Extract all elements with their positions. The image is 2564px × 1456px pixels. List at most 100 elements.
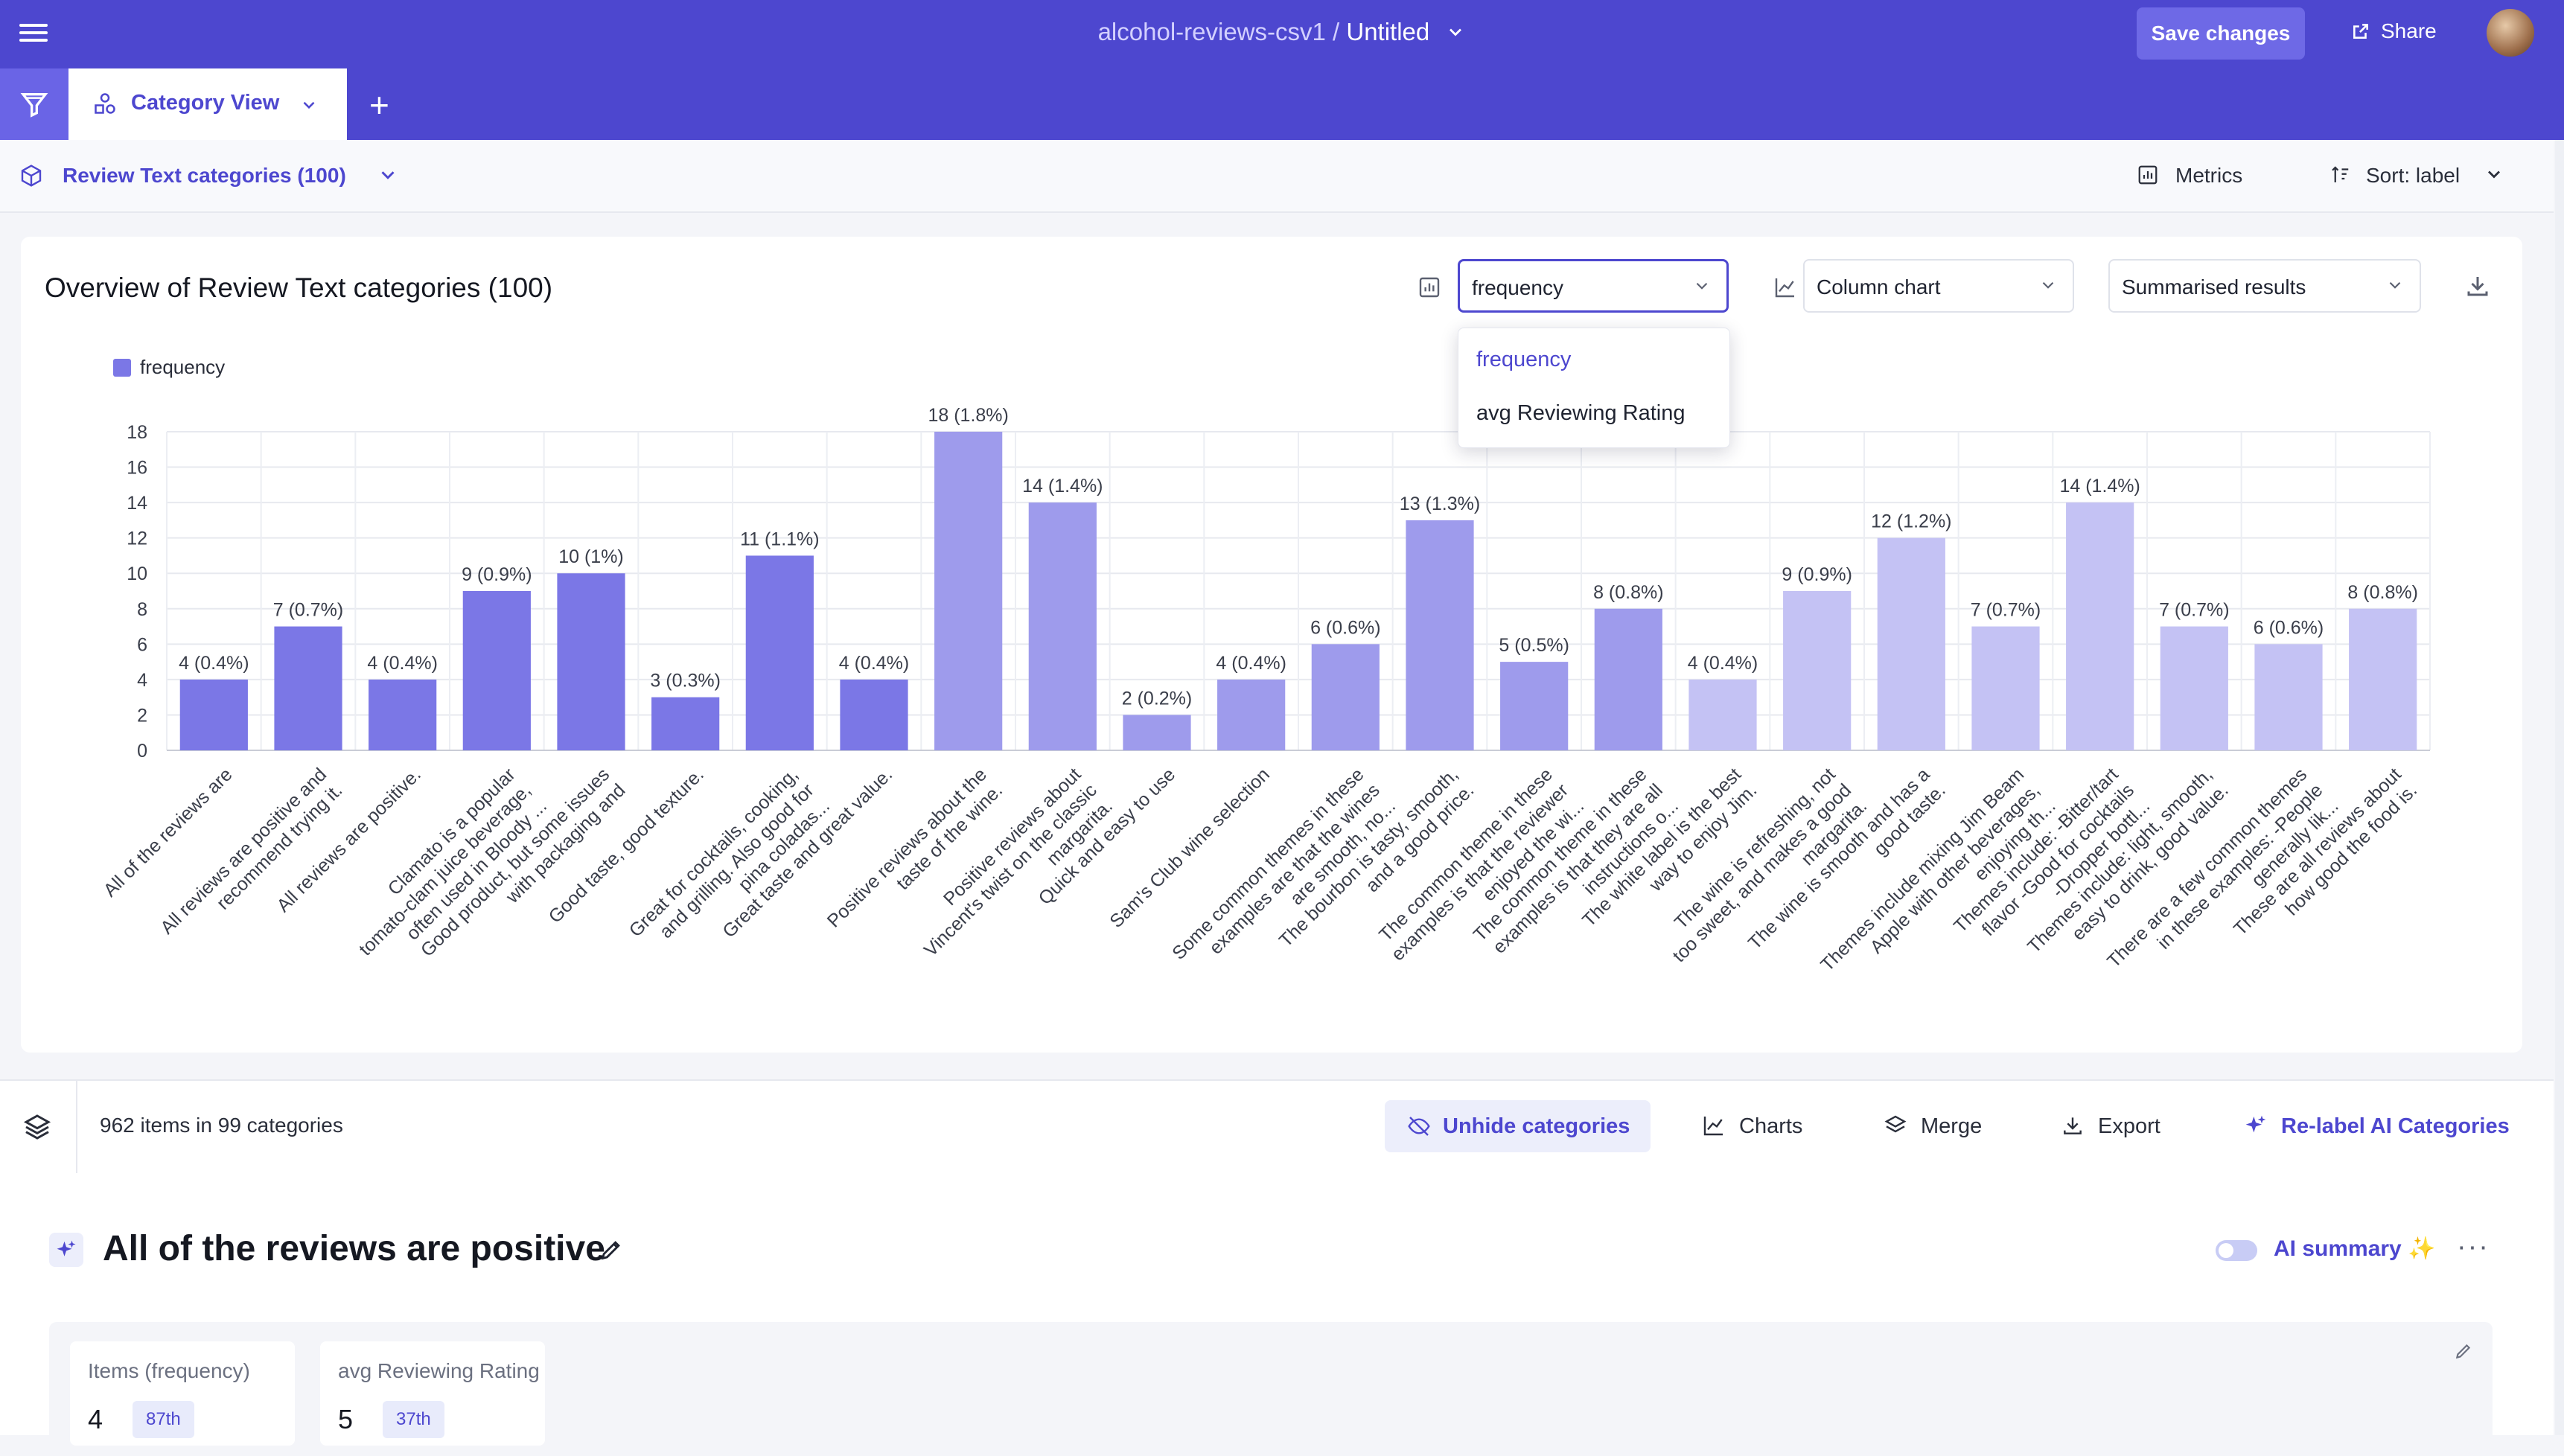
data-label: 14 (1.4%) [1022,476,1103,496]
bar [1594,608,1662,750]
bar [840,679,908,750]
metric-select[interactable]: frequency [1458,259,1729,313]
stat-card-frequency: Items (frequency) 4 87th [70,1341,295,1446]
unhide-categories-button[interactable]: Unhide categories [1385,1100,1651,1152]
chart-card-title: Overview of Review Text categories (100) [45,272,553,303]
tab-category-view[interactable]: Category View [68,68,347,140]
data-label: 12 (1.2%) [1871,511,1951,532]
y-tick-label: 12 [127,529,147,549]
chart-type-select[interactable]: Column chart [1803,259,2074,313]
filter-tab[interactable] [0,68,68,140]
share-button[interactable]: Share [2351,19,2437,43]
more-options-icon[interactable]: ··· [2457,1231,2490,1262]
stat-value: 4 [88,1404,103,1434]
bar [934,432,1003,750]
percentile-badge: 37th [383,1401,444,1438]
chevron-down-icon [2042,281,2054,289]
tab-bar: Category View + [0,68,2564,140]
tab-label: Category View [131,91,280,115]
bar-chart-icon [1419,277,1440,298]
bar [1688,679,1757,750]
menu-icon[interactable] [19,19,48,49]
data-label: 3 (0.3%) [650,671,720,692]
chevron-down-icon[interactable] [299,95,319,115]
data-label: 6 (0.6%) [2254,617,2324,638]
y-tick-label: 6 [137,634,147,655]
chevron-down-icon[interactable] [1445,22,1466,42]
data-label: 7 (0.7%) [273,600,343,621]
bar [2160,626,2228,750]
chart-legend: frequency [113,356,225,379]
doc-title[interactable]: Untitled [1346,18,1430,45]
y-tick-label: 18 [127,422,147,443]
bar [557,573,625,750]
title-separator: / [1333,18,1340,45]
data-label: 10 (1%) [558,546,624,567]
bar [274,626,342,750]
data-label: 2 (0.2%) [1122,688,1192,709]
relabel-ai-categories-button[interactable]: Re-label AI Categories [2244,1100,2510,1152]
ai-summary-toggle[interactable] [2216,1240,2257,1261]
pencil-icon[interactable] [2454,1341,2473,1361]
data-label: 6 (0.6%) [1310,617,1380,638]
metric-select-value: frequency [1472,276,1563,299]
sort-label: Sort: [2366,164,2411,187]
sparkle-icon: ✨ [2408,1236,2436,1261]
dropdown-option-frequency[interactable]: frequency [1476,348,1572,371]
bar [1877,537,1945,750]
category-set-bar: Review Text categories (100) Metrics Sor… [0,140,2554,213]
results-value: Summarised results [2122,275,2306,298]
data-label: 4 (0.4%) [367,653,437,674]
chart-icon [2138,165,2158,185]
sort-icon [2332,166,2349,182]
pencil-icon[interactable] [599,1237,624,1262]
bar [2066,502,2134,750]
stat-card-avg-rating: avg Reviewing Rating 5 37th [320,1341,545,1446]
export-label: Export [2098,1114,2160,1138]
dropdown-option-avg-reviewing-rating[interactable]: avg Reviewing Rating [1476,401,1686,425]
scrollbar[interactable] [2555,140,2564,1435]
data-label: 14 (1.4%) [2059,476,2140,496]
bar [1406,520,1474,750]
shapes-icon [95,93,115,114]
y-tick-label: 4 [137,670,147,691]
data-label: 18 (1.8%) [928,405,1008,426]
avatar[interactable] [2487,9,2534,57]
metrics-button[interactable]: Metrics [2175,164,2243,187]
share-label: Share [2381,19,2437,42]
category-set-selector[interactable]: Review Text categories (100) [63,164,346,187]
bar [1123,715,1191,750]
bar [1028,502,1097,750]
y-tick-label: 16 [127,458,147,479]
data-label: 7 (0.7%) [2159,600,2229,621]
data-label: 5 (0.5%) [1499,635,1569,656]
chevron-down-icon[interactable] [2484,164,2504,185]
line-chart-icon [1703,1117,1723,1136]
save-changes-button[interactable]: Save changes [2137,7,2305,60]
export-button[interactable]: Export [2061,1100,2160,1152]
sort-button[interactable]: Sort: label [2366,164,2460,188]
chevron-down-icon[interactable] [377,164,399,186]
results-select[interactable]: Summarised results [2108,259,2421,313]
eye-off-icon [1408,1117,1430,1136]
merge-button[interactable]: Merge [1884,1100,1982,1152]
add-tab-button[interactable]: + [369,86,389,124]
download-icon[interactable] [2464,272,2491,299]
dataset-name[interactable]: alcohol-reviews-csv1 [1097,18,1326,45]
bar [2349,608,2417,750]
bar [179,679,248,750]
chevron-down-icon [1696,282,1708,290]
layers-icon[interactable] [22,1112,52,1142]
data-label: 11 (1.1%) [740,529,820,549]
category-toolbar: 962 items in 99 categories Unhide catego… [0,1079,2554,1175]
charts-button[interactable]: Charts [1702,1100,1802,1152]
cube-icon [21,165,42,187]
item-count: 962 items in 99 categories [100,1114,343,1137]
charts-label: Charts [1739,1114,1803,1138]
data-label: 4 (0.4%) [179,653,249,674]
bar [2254,644,2323,750]
y-tick-label: 8 [137,599,147,620]
bar [745,555,814,750]
metric-dropdown-menu: frequency avg Reviewing Rating [1458,328,1730,448]
